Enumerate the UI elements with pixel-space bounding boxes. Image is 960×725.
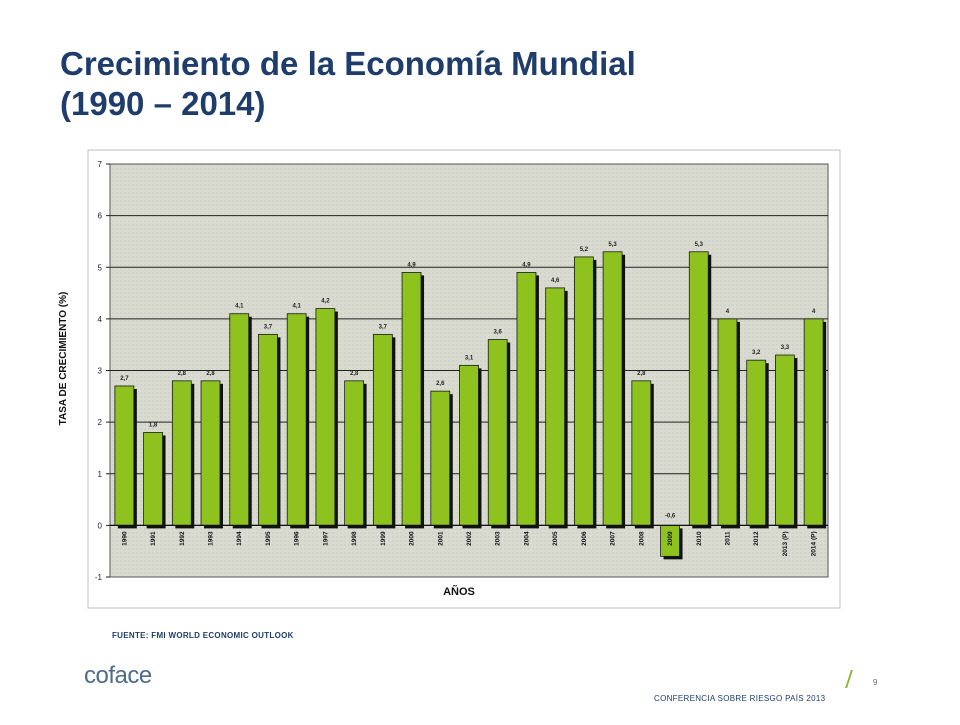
x-tick-label: 2011 [724,531,731,545]
data-label: 3,3 [781,345,790,351]
data-label: 4,9 [407,262,416,268]
footer-conference-label: CONFERENCIA SOBRE RIESGO PAÍS 2013 [654,694,826,703]
x-tick-label: 1995 [265,531,272,546]
bar [545,287,566,526]
x-tick-label: 1998 [351,531,358,546]
x-tick-label: 2003 [495,531,502,546]
x-tick-label: 2007 [610,531,617,546]
x-tick-label: 2014 (P) [811,531,818,556]
bar [602,251,623,526]
bar [516,272,537,526]
x-tick-label: 1996 [294,531,301,546]
data-label: 2,8 [350,371,359,377]
x-axis-title: AÑOS [443,585,475,598]
y-tick-label: 5 [98,263,103,272]
x-tick-label: 2001 [437,531,444,546]
data-label: 3,6 [494,330,503,336]
x-tick-label: 1992 [179,531,186,546]
bar [286,313,307,526]
bar [775,354,795,526]
title-line-2: (1990 – 2014) [60,85,266,122]
data-label: -0,6 [665,513,676,519]
x-tick-label: 2009 [667,531,674,546]
bar [459,364,479,526]
title-line-1: Crecimiento de la Economía Mundial [60,45,636,82]
x-tick-label: 1991 [150,531,157,546]
y-tick-label: 3 [98,367,103,376]
data-label: 1,8 [149,422,158,428]
data-label: 4,9 [522,262,531,268]
data-label: 5,2 [580,247,589,253]
data-label: 2,7 [120,376,129,382]
bar [143,432,163,526]
bar [688,251,709,526]
bar [574,256,594,526]
y-tick-label: 7 [98,160,103,169]
data-label: 4,1 [235,304,244,310]
y-tick-label: 2 [98,418,103,427]
data-label: 3,7 [264,324,273,330]
bar [229,313,250,526]
source-note: FUENTE: FMI WORLD ECONOMIC OUTLOOK [112,631,294,640]
bar [717,318,738,526]
x-tick-label: 2013 (P) [782,531,789,556]
data-label: 4,2 [321,299,330,305]
bar [344,380,364,526]
data-label: 4 [812,309,816,315]
y-tick-label: 6 [98,212,103,221]
y-tick-label: 0 [98,521,103,530]
y-tick-label: 4 [98,315,103,324]
x-tick-label: 1997 [322,531,329,546]
bar [372,333,393,526]
data-label: 2,8 [178,371,187,377]
x-tick-label: 1993 [208,531,215,546]
data-label: 2,6 [436,381,445,387]
x-tick-label: 2010 [696,531,703,546]
coface-logo: coface [84,662,152,689]
bar [258,333,278,526]
y-tick-label: 1 [98,470,103,479]
y-axis-title: TASA DE CRECIMIENTO (%) [58,292,69,426]
bar [171,380,192,526]
data-label: 3,2 [752,350,761,356]
slide-title: Crecimiento de la Economía Mundial (1990… [60,44,920,124]
x-tick-label: 1990 [121,531,128,546]
x-tick-label: 1999 [380,531,387,546]
x-tick-label: 2012 [753,531,760,546]
x-tick-label: 2005 [552,531,559,546]
x-tick-label: 2002 [466,531,473,546]
data-label: 4,6 [551,278,560,284]
x-tick-label: 2008 [638,531,645,546]
x-tick-label: 2004 [523,531,530,546]
data-label: 4,1 [293,304,302,310]
bar [430,390,451,526]
data-label: 2,8 [637,371,646,377]
bar [631,380,652,526]
bar [746,359,767,526]
x-tick-label: 2000 [409,531,416,546]
y-tick-label: -1 [95,573,103,582]
bar [114,385,135,526]
data-label: 3,1 [465,355,474,361]
bar [200,380,221,526]
bar [315,308,336,526]
data-label: 3,7 [379,324,388,330]
data-label: 5,3 [695,242,704,248]
data-label: 5,3 [608,242,617,248]
page-number: 9 [873,678,878,687]
x-tick-label: 2006 [581,531,588,546]
data-label: 2,8 [206,371,215,377]
data-label: 4 [726,309,730,315]
bar [803,318,824,526]
x-tick-label: 1994 [236,531,243,546]
bar [401,272,422,526]
bar [487,339,508,526]
